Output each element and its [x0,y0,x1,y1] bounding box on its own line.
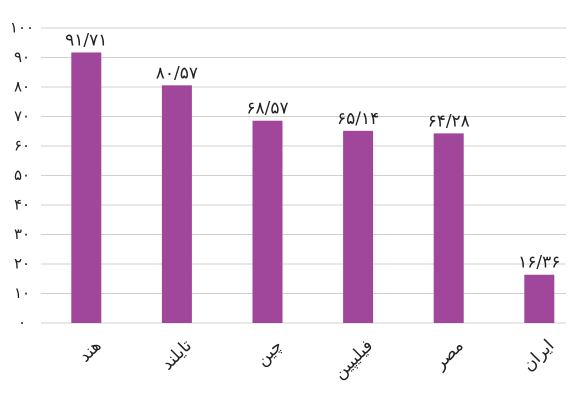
data-label: ۶۸/۵۷ [246,99,288,119]
x-tick-label: ایران [519,336,559,376]
data-label: ۸۰/۵۷ [156,63,198,83]
x-tick-label: تایلند [158,336,197,375]
y-tick-label: ۳۰ [14,225,30,243]
bar [524,274,555,323]
x-tick-label: فیلیپین [330,336,378,384]
data-label: ۹۱/۷۱ [65,30,107,50]
y-tick-label: ۲۰ [14,255,30,273]
bar [161,85,192,323]
y-tick-label: ۱۰۰ [10,19,34,37]
y-tick-label: ۹۰ [14,48,30,66]
x-tick-label: هند [75,336,105,366]
bar [433,133,464,323]
bar [71,52,102,323]
data-label: ۶۴/۲۸ [428,111,470,131]
y-tick-label: ۸۰ [14,78,30,96]
y-tick-label: ۷۰ [14,107,30,125]
y-tick-label: ۱۰ [14,284,30,302]
x-tick-label: مصر [429,336,467,374]
data-label: ۶۵/۱۴ [337,109,379,129]
bar [252,120,283,323]
y-tick-label: ۰ [18,314,26,332]
y-tick-label: ۵۰ [14,166,30,184]
data-label: ۱۶/۳۶ [518,253,560,273]
bar [343,130,374,323]
y-tick-label: ۶۰ [14,137,30,155]
y-tick-label: ۴۰ [14,196,30,214]
x-tick-label: چین [252,336,286,370]
